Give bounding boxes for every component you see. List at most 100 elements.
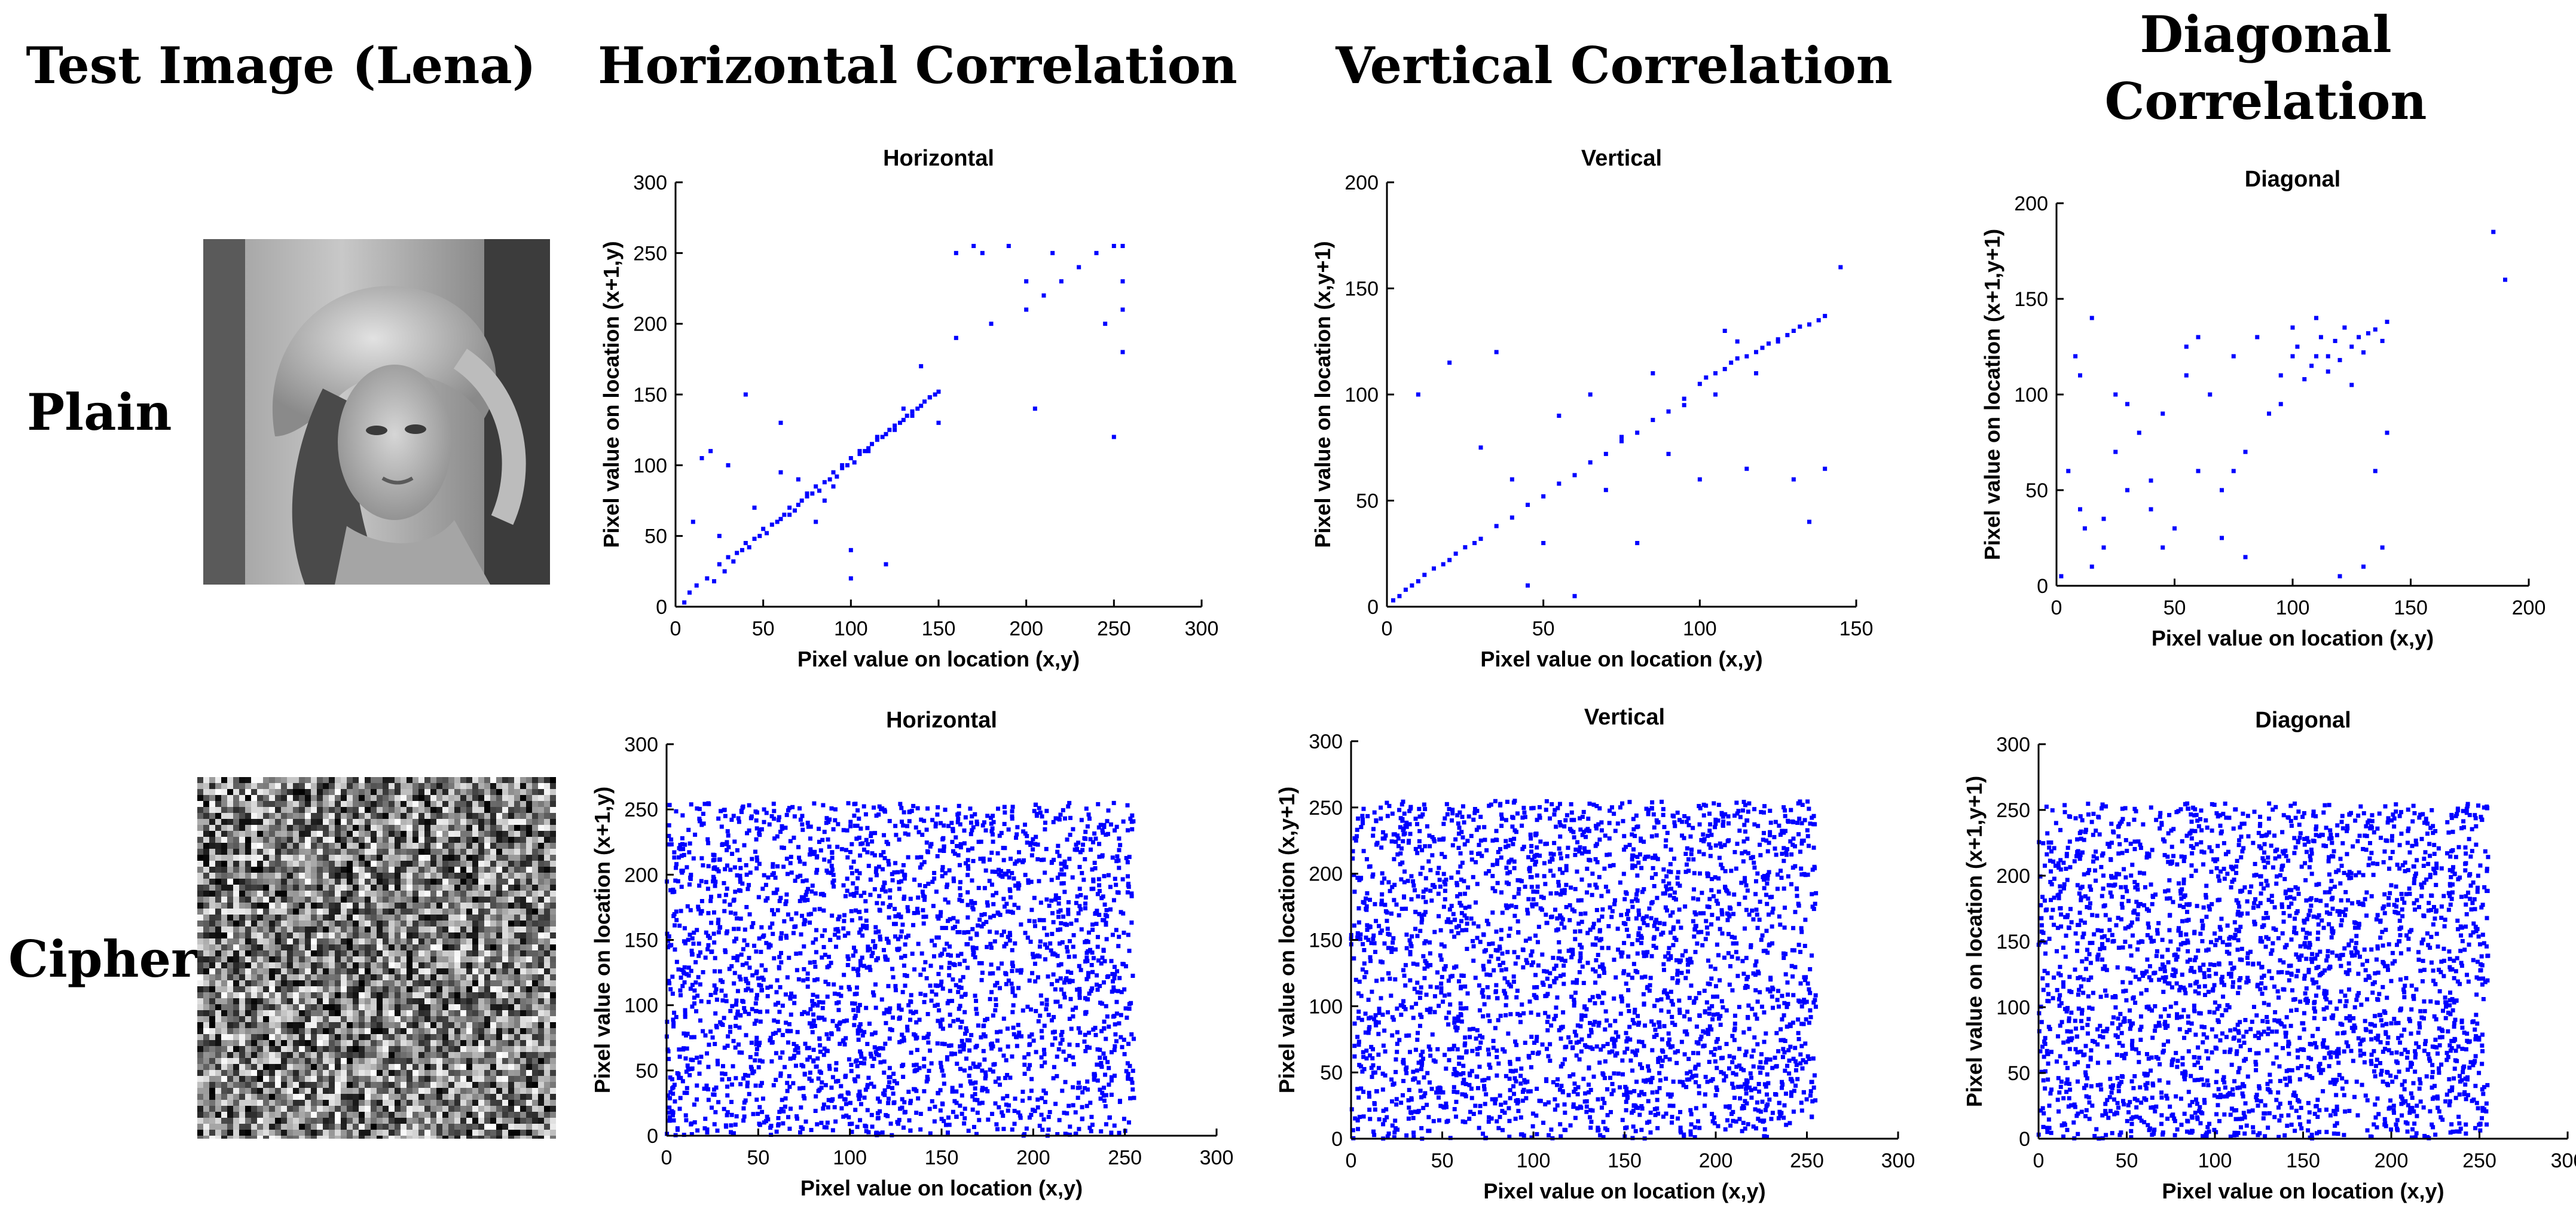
data-point <box>677 1047 682 1052</box>
noise-cell <box>263 1070 269 1076</box>
noise-cell <box>323 1010 329 1016</box>
noise-cell <box>550 879 556 885</box>
noise-cell <box>233 926 239 932</box>
noise-cell <box>329 986 335 992</box>
data-point <box>1111 244 1116 248</box>
noise-cell <box>490 974 496 980</box>
noise-cell <box>293 1064 299 1070</box>
noise-cell <box>418 1040 424 1046</box>
noise-cell <box>484 1052 490 1058</box>
noise-cell <box>418 861 424 867</box>
noise-cell <box>532 777 538 783</box>
noise-cell <box>454 813 460 819</box>
noise-cell <box>251 1028 257 1034</box>
noise-cell <box>526 915 532 921</box>
noise-cell <box>323 777 329 783</box>
noise-cell <box>233 903 239 909</box>
noise-cell <box>502 819 508 825</box>
noise-cell <box>418 891 424 897</box>
noise-cell <box>263 1022 269 1028</box>
noise-cell <box>269 1016 275 1022</box>
x-tick-label: 150 <box>922 617 956 640</box>
data-point <box>2059 574 2064 579</box>
noise-cell <box>502 980 508 986</box>
noise-cell <box>215 861 221 867</box>
noise-cell <box>281 849 287 855</box>
noise-cell <box>389 867 395 873</box>
noise-cell <box>311 789 317 795</box>
noise-cell <box>472 1004 478 1010</box>
noise-cell <box>251 1034 257 1040</box>
noise-cell <box>466 1040 472 1046</box>
noise-cell <box>197 1004 203 1010</box>
noise-cell <box>436 861 442 867</box>
noise-cell <box>275 891 281 897</box>
noise-cell <box>538 909 544 915</box>
noise-cell <box>442 825 448 831</box>
noise-cell <box>532 783 538 789</box>
noise-cell <box>311 855 317 861</box>
noise-cell <box>215 974 221 980</box>
noise-cell <box>287 777 293 783</box>
noise-cell <box>412 1010 418 1016</box>
data-point <box>954 1114 959 1119</box>
noise-cell <box>532 938 538 944</box>
noise-cell <box>424 1046 430 1052</box>
data-point <box>1013 993 1017 998</box>
noise-cell <box>454 1004 460 1010</box>
noise-cell <box>239 843 245 849</box>
noise-cell <box>257 903 263 909</box>
noise-cell <box>514 837 520 843</box>
data-point <box>1001 897 1006 901</box>
noise-cell <box>496 777 502 783</box>
data-point <box>892 1100 897 1105</box>
y-axis-label: Pixel value on location (x+1,y) <box>599 241 624 548</box>
data-point <box>842 913 847 918</box>
data-point <box>2314 316 2318 320</box>
data-point <box>1028 1007 1033 1012</box>
noise-cell <box>532 825 538 831</box>
y-tick-label: 200 <box>1344 172 1379 194</box>
noise-cell <box>496 837 502 843</box>
noise-cell <box>395 956 401 962</box>
noise-cell <box>311 1040 317 1046</box>
data-point <box>1027 919 1032 924</box>
data-point <box>993 1101 998 1106</box>
noise-cell <box>347 885 353 891</box>
noise-cell <box>442 1058 448 1064</box>
noise-cell <box>550 807 556 813</box>
noise-cell <box>197 1034 203 1040</box>
noise-cell <box>436 867 442 873</box>
noise-cell <box>347 915 353 921</box>
noise-cell <box>197 891 203 897</box>
noise-cell <box>383 921 389 926</box>
noise-cell <box>245 986 251 992</box>
noise-cell <box>221 789 227 795</box>
noise-cell <box>353 1028 359 1034</box>
noise-cell <box>460 795 466 801</box>
noise-cell <box>514 915 520 921</box>
noise-cell <box>257 968 263 974</box>
noise-cell <box>466 1052 472 1058</box>
noise-cell <box>251 1046 257 1052</box>
noise-cell <box>245 861 251 867</box>
noise-cell <box>341 909 347 915</box>
noise-cell <box>269 801 275 807</box>
noise-cell <box>323 813 329 819</box>
noise-cell <box>341 926 347 932</box>
noise-cell <box>287 825 293 831</box>
noise-cell <box>448 879 454 885</box>
data-point <box>893 423 897 428</box>
noise-cell <box>251 932 257 938</box>
noise-cell <box>359 921 365 926</box>
noise-cell <box>281 837 287 843</box>
noise-cell <box>424 1004 430 1010</box>
noise-cell <box>371 986 377 992</box>
noise-cell <box>401 938 407 944</box>
noise-cell <box>239 1034 245 1040</box>
noise-cell <box>466 968 472 974</box>
noise-cell <box>215 801 221 807</box>
noise-cell <box>377 1046 383 1052</box>
noise-cell <box>323 974 329 980</box>
data-point <box>1114 824 1119 829</box>
